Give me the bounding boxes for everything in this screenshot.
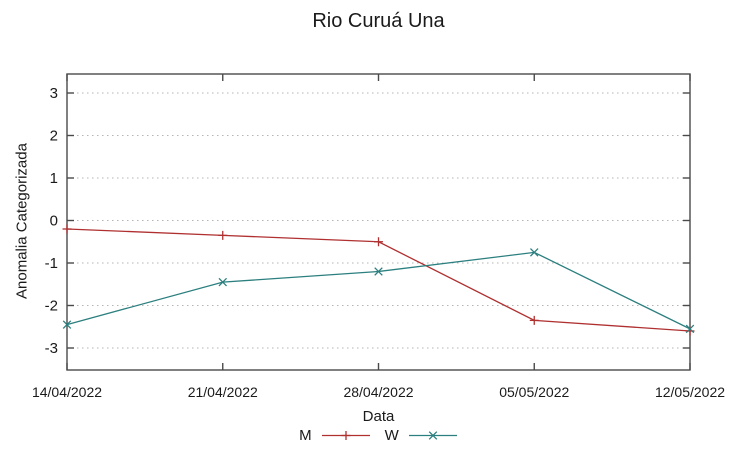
cross-marker-icon	[374, 267, 383, 276]
x-tick-label: 05/05/2022	[499, 384, 569, 400]
cross-marker-icon	[428, 431, 438, 440]
cross-marker-icon	[529, 248, 539, 257]
series-M	[62, 224, 695, 336]
y-tick-label: 1	[50, 170, 58, 187]
chart-title: Rio Curuá Una	[312, 10, 445, 32]
y-tick-label: -3	[45, 340, 58, 357]
cross-marker-icon	[685, 324, 695, 334]
legend-item-M: M	[299, 427, 371, 444]
plot-border	[66, 73, 691, 371]
legend-item-W: W	[385, 427, 458, 444]
legend-label: M	[299, 427, 312, 444]
series-W	[62, 248, 695, 334]
x-tick-label: 12/05/2022	[655, 384, 725, 400]
x-tick-label: 14/04/2022	[32, 384, 102, 400]
cross-marker-icon	[62, 320, 72, 329]
legend-sample-plus-icon	[321, 431, 370, 440]
legend-label: W	[384, 427, 399, 444]
y-tick-label: 0	[50, 213, 58, 230]
y-tick-label: 2	[50, 128, 58, 145]
y-tick-label: -1	[45, 255, 58, 272]
series-line	[66, 251, 691, 330]
y-tick-label: -2	[45, 298, 58, 315]
x-axis-label: Data	[362, 408, 395, 425]
legend-sample-cross-icon	[408, 431, 457, 440]
x-tick-label: 21/04/2022	[188, 384, 258, 400]
y-tick-label: 3	[50, 85, 58, 102]
x-tick-label: 28/04/2022	[343, 384, 413, 400]
cross-marker-icon	[218, 277, 228, 287]
